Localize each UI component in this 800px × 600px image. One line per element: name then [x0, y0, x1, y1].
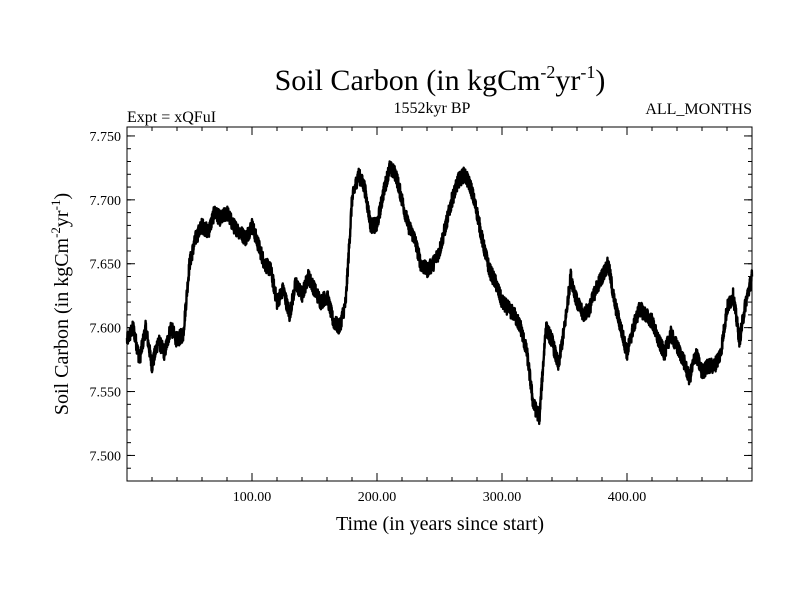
y-tick-label: 7.600 — [90, 322, 122, 337]
x-tick-label: 200.00 — [358, 490, 397, 505]
x-tick-label: 100.00 — [233, 490, 272, 505]
y-tick-label: 7.650 — [90, 258, 122, 273]
x-tick-label: 400.00 — [608, 490, 647, 505]
x-axis-label: Time (in years since start) — [336, 513, 544, 535]
y-axis-label-close: ) — [51, 193, 73, 200]
chart-title-main: Soil Carbon (in kgCm — [275, 64, 541, 97]
y-tick-label: 7.750 — [90, 130, 122, 145]
y-axis: 7.500 7.550 7.600 7.650 7.700 7.750 — [90, 130, 752, 469]
series-line — [125, 160, 754, 426]
chart-title-close: ) — [595, 64, 605, 97]
y-axis-label: Soil Carbon (in kgCm-2yr-1) — [48, 193, 73, 415]
subtitle-center: 1552kyr BP — [394, 100, 471, 117]
chart-title-sup1: -2 — [540, 62, 555, 82]
plot-frame — [126, 126, 753, 482]
chart-title: Soil Carbon (in kgCm-2yr-1) — [275, 62, 606, 97]
y-axis-label-mid: yr — [51, 210, 73, 227]
chart-title-sup2: -1 — [580, 62, 595, 82]
y-tick-label: 7.550 — [90, 386, 122, 401]
y-tick-label: 7.700 — [90, 194, 122, 209]
y-axis-label-sup1: -2 — [48, 227, 63, 238]
x-axis: 100.00 200.00 300.00 400.00 — [151, 127, 728, 505]
subtitle-left: Expt = xQFuI — [127, 109, 216, 126]
x-tick-label: 300.00 — [483, 490, 522, 505]
y-axis-label-main: Soil Carbon (in kgCm — [51, 237, 73, 415]
y-axis-label-sup2: -1 — [48, 200, 63, 211]
subtitle-right: ALL_MONTHS — [645, 101, 752, 118]
chart-title-mid: yr — [555, 64, 580, 97]
y-tick-label: 7.500 — [90, 449, 122, 464]
